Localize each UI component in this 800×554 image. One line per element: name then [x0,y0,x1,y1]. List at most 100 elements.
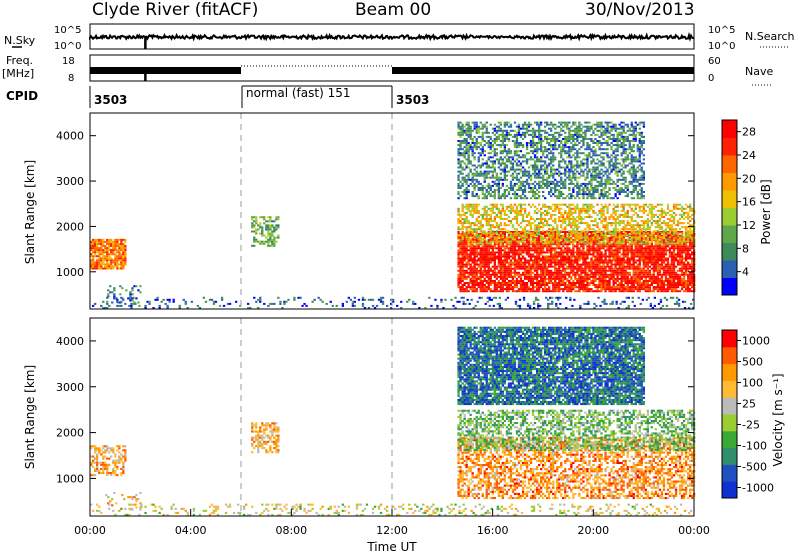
heatmap-cell [566,247,569,250]
heatmap-cell [552,249,555,252]
heatmap-cell [576,286,579,289]
heatmap-cell [90,247,93,250]
heatmap-cell [529,226,533,229]
heatmap-cell [646,267,650,270]
heatmap-cell [620,280,623,282]
heatmap-cell [626,261,629,264]
heatmap-cell [110,265,113,268]
heatmap-cell [691,284,694,286]
heatmap-cell [517,203,521,206]
heatmap-cell [515,259,519,262]
heatmap-cell [457,275,460,278]
heatmap-cell [660,251,664,254]
heatmap-cell [604,224,607,227]
heatmap-cell [610,245,613,248]
heatmap-cell [90,265,93,268]
heatmap-cell [592,220,595,223]
heatmap-cell [129,291,132,294]
heatmap-cell [459,146,462,149]
heatmap-cell [531,255,535,258]
heatmap-cell [562,231,565,233]
heatmap-cell [574,284,577,286]
heatmap-cell [568,233,571,235]
heatmap-cell [562,241,565,244]
heatmap-cell [107,293,110,296]
heatmap-cell [475,207,478,210]
heatmap-cell [636,251,639,254]
heatmap-cell [656,245,660,248]
heatmap-cell [570,275,573,278]
heatmap-cell [600,273,603,276]
heatmap-cell [467,160,470,163]
cpid-segment-3: 3503 [396,93,429,107]
heatmap-cell [509,280,513,282]
heatmap-cell [640,220,643,223]
heatmap-cell [475,195,478,198]
heatmap-cell [568,261,571,264]
heatmap-cell [465,174,468,177]
heatmap-cell [483,265,486,268]
heatmap-cell [479,271,482,274]
heatmap-cell [632,241,635,244]
heatmap-cell [475,239,478,242]
heatmap-cell [469,213,472,216]
heatmap-cell [566,255,569,258]
heatmap-cell [96,245,99,247]
heatmap-cell [582,263,585,266]
heatmap-cell [503,235,507,237]
heatmap-cell [662,249,666,252]
heatmap-cell [604,253,607,256]
heatmap-cell [479,251,482,254]
heatmap-cell [632,224,635,227]
heatmap-cell [542,251,545,254]
heatmap-cell [684,253,688,256]
heatmap-cell [469,277,472,280]
heatmap-cell [540,249,543,252]
heatmap-cell [558,220,561,223]
heatmap-cell [550,251,553,254]
heatmap-cell [642,257,646,260]
heatmap-cell [536,226,539,229]
heatmap-cell [616,259,619,262]
heatmap-cell [616,269,619,272]
heatmap-cell [618,267,621,270]
heatmap-cell [562,290,565,293]
heatmap-cell [614,218,617,220]
heatmap-cell [650,222,654,225]
heatmap-cell [687,247,690,250]
heatmap-cell [457,191,460,193]
heatmap-cell [612,218,615,220]
heatmap-cell [251,222,254,225]
heatmap-cell [646,222,650,225]
heatmap-cell [519,265,523,268]
heatmap-cell [602,261,605,264]
heatmap-cell [96,251,99,254]
heatmap-cell [135,297,138,300]
heatmap-cell [501,265,505,268]
heatmap-cell [672,288,676,291]
heatmap-cell [507,286,511,289]
heatmap-cell [485,240,488,243]
heatmap-cell [566,257,569,260]
heatmap-cell [540,259,543,262]
heatmap-cell [505,259,509,262]
heatmap-cell [584,284,587,286]
heatmap-cell [600,234,603,237]
heatmap-cell [582,203,585,206]
heatmap-cell [457,273,460,276]
heatmap-cell [106,265,109,268]
heatmap-cell [594,277,597,280]
heatmap-cell [104,251,107,254]
heatmap-cell [501,271,505,274]
heatmap-cell [624,241,627,244]
heatmap-cell [650,218,654,220]
heatmap-cell [108,240,111,243]
heatmap-cell [634,265,637,268]
heatmap-cell [529,228,533,231]
heatmap-cell [471,191,474,193]
heatmap-cell [457,234,460,237]
heatmap-cell [554,213,557,216]
heatmap-cell [548,240,551,243]
heatmap-cell [473,152,476,155]
heatmap-cell [689,209,692,212]
